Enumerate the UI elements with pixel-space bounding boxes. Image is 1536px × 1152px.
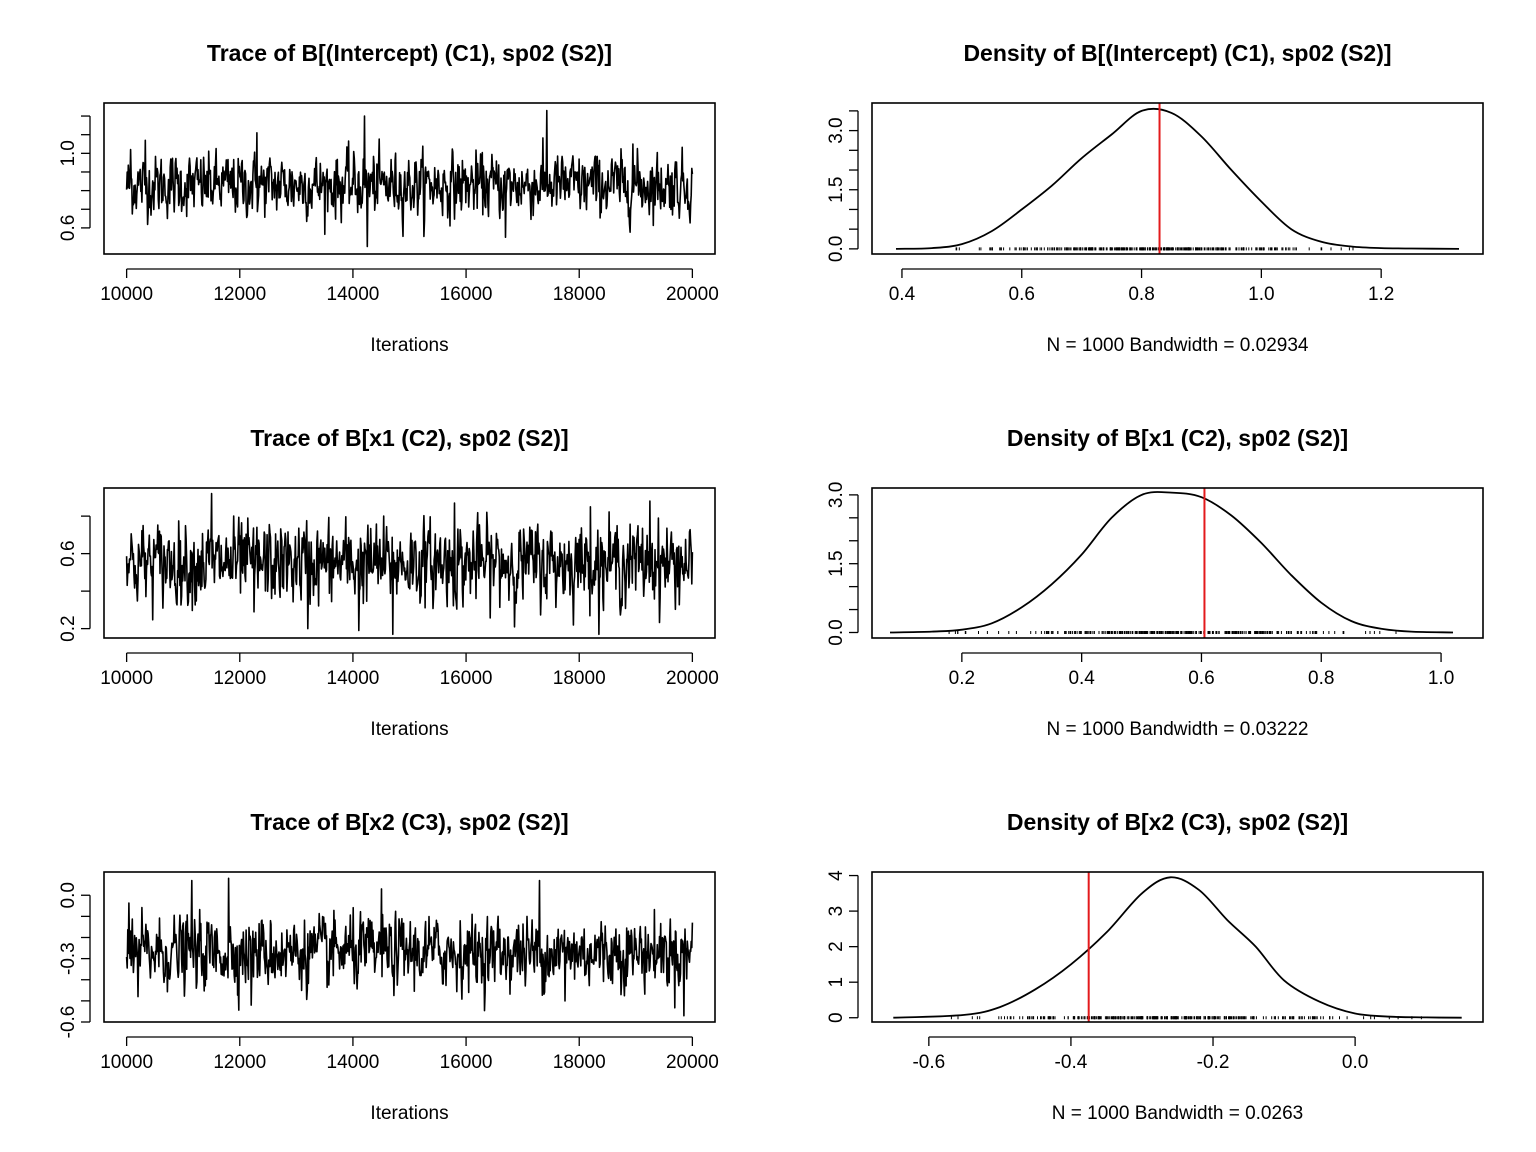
y-tick-label: 1	[826, 977, 847, 988]
x-tick-label: 1.0	[1428, 668, 1454, 689]
x-axis-label: Iterations	[370, 1103, 448, 1124]
x-tick-label: 10000	[100, 284, 153, 305]
y-tick-label: 2	[826, 941, 847, 952]
trace-panel-3: Trace of B[x2 (C3), sp02 (S2)] Iterations…	[58, 809, 719, 1124]
x-axis-label: N = 1000 Bandwidth = 0.02934	[1047, 335, 1309, 356]
y-tick-label: 1.5	[826, 550, 847, 576]
density-curve	[893, 876, 1462, 1019]
x-axis-label: N = 1000 Bandwidth = 0.03222	[1047, 719, 1309, 740]
panel-title: Trace of B[x2 (C3), sp02 (S2)]	[250, 809, 568, 835]
x-tick-label: 18000	[553, 284, 606, 305]
x-tick-label: 18000	[553, 1052, 606, 1073]
y-tick-label: 4	[826, 870, 847, 881]
x-axis: 0.4 0.6 0.8 1.0 1.2	[889, 268, 1394, 305]
y-axis: -0.6 -0.3 0.0	[58, 882, 91, 1039]
trace-line	[125, 492, 694, 636]
y-axis: 0.6 1.0	[58, 115, 91, 241]
x-axis-label: Iterations	[370, 719, 448, 740]
x-axis: -0.6 -0.4 -0.2 0.0	[912, 1036, 1368, 1073]
y-tick-label: 3	[826, 906, 847, 917]
rug-ticks	[955, 247, 1354, 251]
x-tick-label: 0.4	[1068, 668, 1095, 689]
panel-title: Density of B[(Intercept) (C1), sp02 (S2)…	[963, 40, 1391, 66]
x-tick-label: 0.6	[1188, 668, 1214, 689]
y-tick-label: 0	[826, 1012, 847, 1023]
x-tick-label: 16000	[440, 284, 493, 305]
panel-title: Density of B[x2 (C3), sp02 (S2)]	[1007, 809, 1348, 835]
x-tick-label: 14000	[327, 668, 380, 689]
x-axis: 0.2 0.4 0.6 0.8 1.0	[949, 652, 1454, 689]
y-axis: 0 1 2 3 4	[826, 870, 859, 1023]
x-tick-label: -0.2	[1197, 1052, 1230, 1073]
x-tick-label: 10000	[100, 1052, 153, 1073]
x-axis-label: Iterations	[370, 335, 448, 356]
y-tick-label: 0.6	[58, 540, 79, 566]
x-axis-label: N = 1000 Bandwidth = 0.0263	[1052, 1103, 1303, 1124]
x-tick-label: -0.6	[912, 1052, 945, 1073]
plot-frame	[871, 871, 1484, 1023]
plot-frame	[871, 102, 1484, 255]
density-curve	[889, 491, 1454, 634]
x-tick-label: 20000	[666, 668, 719, 689]
x-axis: 10000 12000 14000 16000 18000 20000	[100, 268, 719, 305]
y-axis: 0.0 1.5 3.0	[826, 110, 859, 262]
x-tick-label: 18000	[553, 668, 606, 689]
density-curve	[895, 107, 1460, 250]
rug-ticks	[950, 1016, 1422, 1020]
x-tick-label: 20000	[666, 284, 719, 305]
x-tick-label: 1.0	[1248, 284, 1274, 305]
y-tick-label: 1.0	[58, 140, 79, 166]
plot-frame	[103, 871, 716, 1023]
x-tick-label: 0.6	[1009, 284, 1035, 305]
y-axis: 0.2 0.6	[58, 515, 91, 642]
x-tick-label: 10000	[100, 668, 153, 689]
y-tick-label: 3.0	[826, 482, 847, 508]
x-tick-label: 14000	[327, 284, 380, 305]
y-tick-label: -0.6	[58, 1006, 79, 1039]
density-panel-2: Density of B[x1 (C2), sp02 (S2)] N = 1000…	[826, 425, 1484, 740]
x-axis: 10000 12000 14000 16000 18000 20000	[100, 652, 719, 689]
y-tick-label: 0.6	[58, 215, 79, 241]
trace-panel-2: Trace of B[x1 (C2), sp02 (S2)] Iterations…	[58, 425, 719, 740]
trace-panel-1: Trace of B[(Intercept) (C1), sp02 (S2)] I…	[58, 40, 719, 356]
trace-line	[125, 109, 694, 248]
y-tick-label: 0.0	[826, 619, 847, 645]
plot-frame	[103, 487, 716, 639]
panel-title: Density of B[x1 (C2), sp02 (S2)]	[1007, 425, 1348, 451]
x-tick-label: -0.4	[1055, 1052, 1088, 1073]
y-tick-label: -0.3	[58, 942, 79, 975]
x-tick-label: 0.0	[1342, 1052, 1368, 1073]
plot-frame	[103, 102, 716, 255]
plot-frame	[871, 487, 1484, 639]
x-tick-label: 16000	[440, 668, 493, 689]
density-panel-3: Density of B[x2 (C3), sp02 (S2)] N = 1000…	[826, 809, 1484, 1124]
y-tick-label: 0.2	[58, 615, 79, 641]
x-tick-label: 1.2	[1368, 284, 1394, 305]
trace-line	[125, 877, 694, 1017]
x-tick-label: 12000	[213, 668, 266, 689]
x-tick-label: 0.2	[949, 668, 975, 689]
y-axis: 0.0 1.5 3.0	[826, 482, 859, 646]
x-tick-label: 20000	[666, 1052, 719, 1073]
x-tick-label: 0.8	[1308, 668, 1334, 689]
x-tick-label: 14000	[327, 1052, 380, 1073]
x-axis: 10000 12000 14000 16000 18000 20000	[100, 1036, 719, 1073]
y-tick-label: 1.5	[826, 177, 847, 203]
rug-ticks	[948, 630, 1397, 634]
x-tick-label: 16000	[440, 1052, 493, 1073]
y-tick-label: 3.0	[826, 117, 847, 143]
x-tick-label: 0.4	[889, 284, 916, 305]
y-tick-label: 0.0	[826, 236, 847, 262]
density-panel-1: Density of B[(Intercept) (C1), sp02 (S2)…	[826, 40, 1484, 356]
x-tick-label: 0.8	[1128, 284, 1154, 305]
x-tick-label: 12000	[213, 1052, 266, 1073]
panel-title: Trace of B[x1 (C2), sp02 (S2)]	[250, 425, 568, 451]
panel-title: Trace of B[(Intercept) (C1), sp02 (S2)]	[207, 40, 612, 66]
y-tick-label: 0.0	[58, 882, 79, 908]
x-tick-label: 12000	[213, 284, 266, 305]
